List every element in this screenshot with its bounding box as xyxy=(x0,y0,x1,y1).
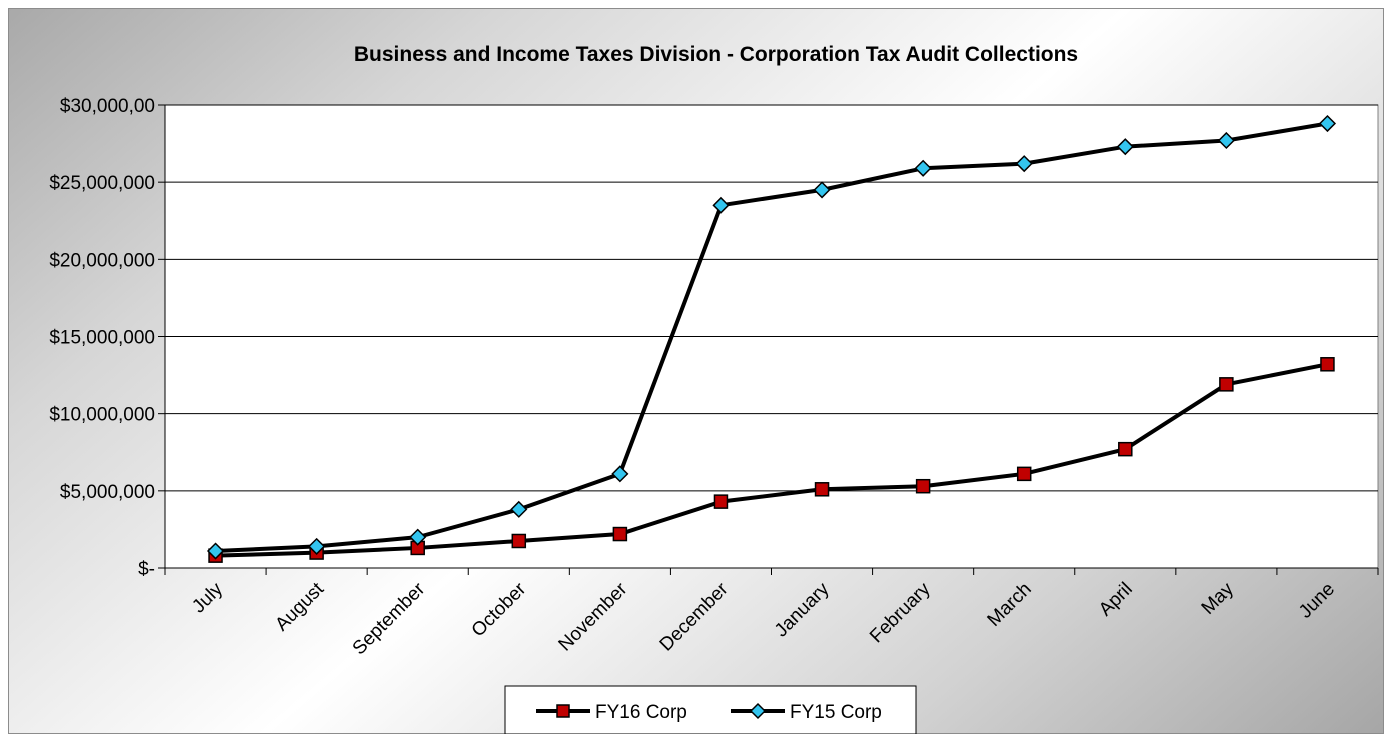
data-point xyxy=(510,500,528,518)
series-line xyxy=(215,121,1328,554)
data-point xyxy=(1217,131,1235,150)
gridlines xyxy=(165,104,1378,492)
x-tick-label: June xyxy=(1295,579,1339,623)
data-point xyxy=(813,181,831,199)
data-point xyxy=(1016,466,1032,482)
legend-label-fy16: FY16 Corp xyxy=(595,702,687,723)
data-point xyxy=(1318,114,1337,133)
legend-item-fy15: FY15 Corp xyxy=(731,702,882,723)
chart-title: Business and Income Taxes Division - Cor… xyxy=(354,43,1078,66)
x-axis-ticks: July August September October November Decemb… xyxy=(188,578,1339,659)
x-tick-label: December xyxy=(656,578,733,655)
data-point xyxy=(1118,441,1133,457)
y-tick-label: $15,000,000 xyxy=(49,328,155,349)
x-tick-label: March xyxy=(984,579,1036,631)
data-point xyxy=(1015,155,1033,173)
x-tick-label: October xyxy=(468,578,531,641)
y-tick-label: $20,000,000 xyxy=(49,250,155,271)
y-axis-ticks: $- $5,000,000 $10,000,000 $15,000,000 $20,00… xyxy=(49,96,155,580)
data-point xyxy=(713,494,729,509)
data-point xyxy=(611,465,629,483)
x-tick-label: April xyxy=(1095,579,1137,621)
x-tick-label: May xyxy=(1198,578,1239,619)
data-point xyxy=(511,533,527,549)
x-tick-label: August xyxy=(271,578,328,635)
data-point xyxy=(206,542,225,560)
data-point xyxy=(1116,138,1134,156)
x-tick-label: July xyxy=(188,578,227,617)
y-tick-label: $25,000,000 xyxy=(49,173,155,194)
data-point xyxy=(915,478,931,494)
x-tick-label: September xyxy=(349,578,430,659)
data-point xyxy=(712,196,730,214)
data-point xyxy=(612,526,628,542)
legend-item-fy16: FY16 Corp xyxy=(536,702,687,723)
x-tick-label: January xyxy=(771,578,834,641)
y-tick-label: $30,000,00 xyxy=(60,96,155,117)
series xyxy=(206,114,1337,563)
data-point xyxy=(1219,377,1234,392)
data-point xyxy=(1320,357,1335,372)
data-point xyxy=(409,528,427,546)
series-line xyxy=(215,362,1328,558)
axes xyxy=(158,104,1379,575)
legend-label-fy15: FY15 Corp xyxy=(790,702,882,723)
data-point xyxy=(814,482,830,497)
x-tick-label: February xyxy=(866,578,935,647)
x-tick-label: November xyxy=(555,578,632,655)
y-tick-label: $10,000,000 xyxy=(49,405,155,426)
series-fy15 xyxy=(206,114,1337,560)
legend: FY16 Corp FY15 Corp xyxy=(504,685,917,734)
legend-marker-fy16 xyxy=(556,704,570,718)
y-tick-label: $- xyxy=(138,559,155,580)
data-point xyxy=(914,159,932,177)
legend-marker-fy15 xyxy=(749,702,767,720)
data-point xyxy=(308,537,326,555)
y-tick-label: $5,000,000 xyxy=(60,482,155,503)
